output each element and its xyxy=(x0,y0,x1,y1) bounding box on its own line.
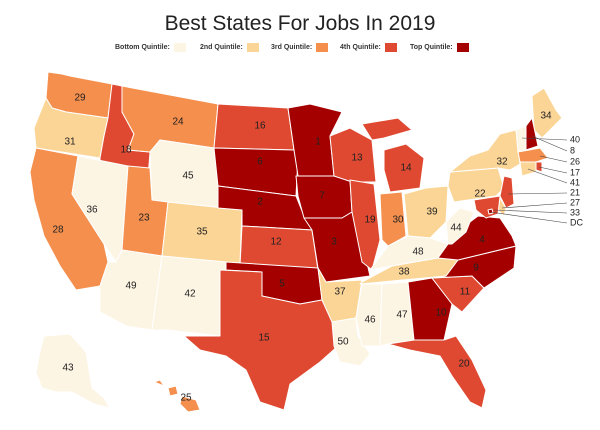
state-rank-nv: 36 xyxy=(86,205,98,216)
state-rank-co: 35 xyxy=(196,227,208,238)
state-rank-sd: 6 xyxy=(257,157,263,168)
state-rank-al: 47 xyxy=(396,310,408,321)
state-rank-ia: 7 xyxy=(319,191,325,202)
legend-label: Top Quintile: xyxy=(410,44,453,51)
state-dc[interactable] xyxy=(487,208,494,215)
state-rank-ct: 41 xyxy=(570,177,580,187)
state-rank-or: 31 xyxy=(64,137,76,148)
state-fl[interactable] xyxy=(387,335,487,409)
state-rank-az: 49 xyxy=(125,281,137,292)
state-rank-ks: 12 xyxy=(270,237,282,248)
state-nj[interactable] xyxy=(499,175,515,209)
state-wi[interactable] xyxy=(329,127,377,183)
state-rank-ri: 17 xyxy=(570,167,580,177)
state-rank-fl: 20 xyxy=(458,359,470,370)
state-rank-ky: 48 xyxy=(412,247,424,258)
leader-line-dc xyxy=(489,211,568,224)
state-rank-hi: 25 xyxy=(180,393,192,404)
legend-swatch xyxy=(316,43,329,52)
state-rank-vt: 40 xyxy=(570,134,580,144)
state-rank-dc: DC xyxy=(570,217,583,227)
leader-line-ma xyxy=(539,155,568,163)
state-rank-ne: 2 xyxy=(257,197,263,208)
leader-line-nh xyxy=(531,135,568,152)
state-vt[interactable] xyxy=(515,125,527,153)
state-rank-mn: 1 xyxy=(315,137,321,148)
state-mo[interactable] xyxy=(303,211,371,283)
legend-item-top: Top Quintile: xyxy=(410,43,469,52)
state-rank-ca: 28 xyxy=(52,225,64,236)
state-rank-ny: 32 xyxy=(496,157,508,168)
state-rank-wv: 44 xyxy=(450,223,462,234)
legend-item-4th: 4th Quintile: xyxy=(340,43,397,52)
state-rank-mi: 14 xyxy=(400,163,412,174)
state-rank-nc: 9 xyxy=(473,263,479,274)
state-rank-sc: 11 xyxy=(460,287,471,298)
state-rank-id: 18 xyxy=(120,145,132,156)
legend-swatch xyxy=(246,43,259,52)
leader-line-md xyxy=(493,209,568,214)
state-rank-nd: 16 xyxy=(254,121,266,132)
legend: Bottom Quintile: 2nd Quintile: 3rd Quint… xyxy=(0,43,600,57)
state-rank-in: 30 xyxy=(392,215,404,226)
legend-swatch xyxy=(384,43,397,52)
state-rank-ar: 37 xyxy=(334,287,346,298)
state-ny[interactable] xyxy=(449,129,521,173)
leader-line-nj xyxy=(507,192,568,195)
state-rank-tn: 38 xyxy=(398,267,410,278)
state-rank-md: 33 xyxy=(570,207,580,217)
legend-label: 2nd Quintile: xyxy=(200,44,243,51)
legend-item-bottom: Bottom Quintile: xyxy=(115,43,186,52)
state-rank-ms: 46 xyxy=(364,315,376,326)
state-rank-la: 50 xyxy=(337,337,349,348)
state-ma[interactable] xyxy=(517,147,549,163)
state-rank-mo: 3 xyxy=(331,237,337,248)
state-mi[interactable] xyxy=(361,117,425,193)
legend-swatch xyxy=(173,43,186,52)
state-rank-tx: 15 xyxy=(258,333,270,344)
leader-line-ct xyxy=(527,168,568,184)
state-rank-wa: 29 xyxy=(74,93,86,104)
state-rank-de: 27 xyxy=(570,197,580,207)
legend-swatch xyxy=(456,43,469,52)
state-rank-wy: 45 xyxy=(182,171,194,182)
state-ga[interactable] xyxy=(407,277,453,341)
state-rank-ga: 10 xyxy=(435,308,447,319)
state-rank-ut: 23 xyxy=(138,213,150,224)
state-tx[interactable] xyxy=(183,269,339,411)
legend-item-2nd: 2nd Quintile: xyxy=(200,43,259,52)
state-rank-va: 4 xyxy=(479,235,485,246)
leader-line-de xyxy=(501,202,568,209)
state-rank-nh: 8 xyxy=(570,145,575,155)
state-nm[interactable] xyxy=(151,255,227,337)
state-hi[interactable] xyxy=(153,379,201,413)
legend-label: 4th Quintile: xyxy=(340,44,381,51)
legend-label: Bottom Quintile: xyxy=(115,44,170,51)
state-rank-me: 34 xyxy=(540,111,552,122)
leader-line-ri xyxy=(538,166,568,174)
state-rank-ak: 43 xyxy=(62,363,74,374)
state-rank-il: 19 xyxy=(364,215,376,226)
state-rank-wi: 13 xyxy=(351,153,363,164)
state-rank-oh: 39 xyxy=(426,207,438,218)
state-wv[interactable] xyxy=(445,207,475,245)
state-rank-nj: 21 xyxy=(570,187,580,197)
state-rank-nm: 42 xyxy=(184,289,196,300)
state-ak[interactable] xyxy=(35,333,111,409)
map-title: Best States For Jobs In 2019 xyxy=(164,12,436,35)
legend-label: 3rd Quintile: xyxy=(271,44,313,51)
leader-line-vt xyxy=(521,137,568,141)
state-rank-mt: 24 xyxy=(172,117,184,128)
state-rank-pa: 22 xyxy=(474,189,486,200)
state-rank-ma: 26 xyxy=(570,156,580,166)
state-rank-ok: 5 xyxy=(279,279,285,290)
legend-item-3rd: 3rd Quintile: xyxy=(271,43,329,52)
state-nh[interactable] xyxy=(525,117,539,151)
